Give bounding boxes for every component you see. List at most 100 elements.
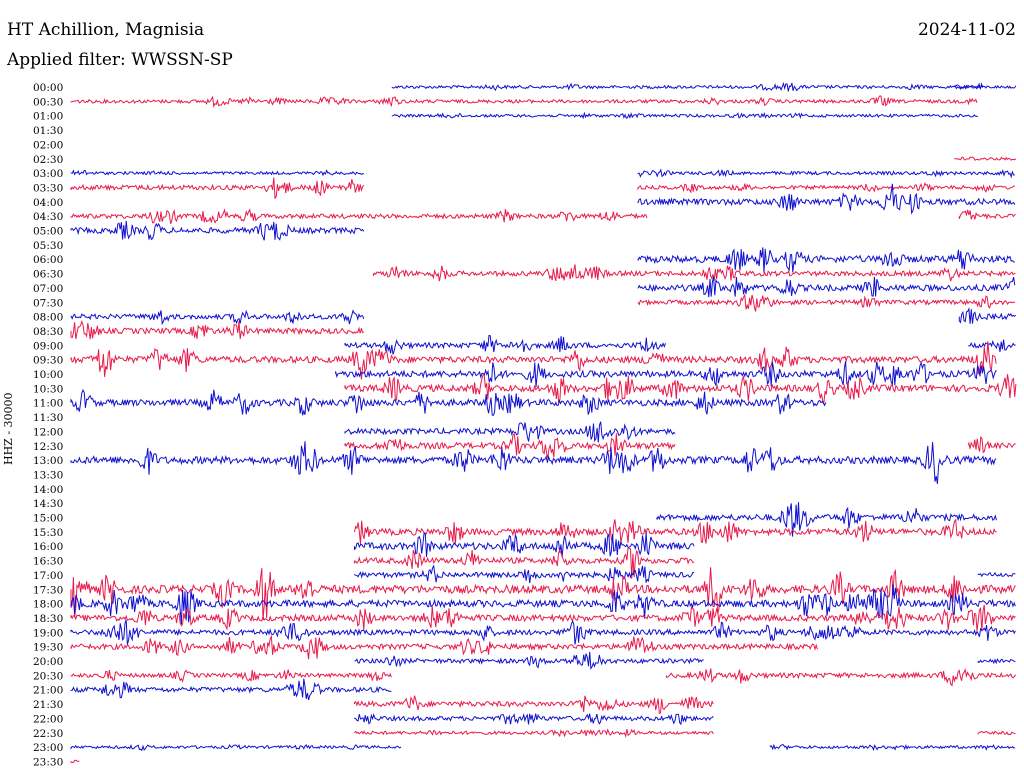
time-tick-label: 01:30 bbox=[33, 125, 63, 137]
seismic-trace-1200 bbox=[344, 421, 676, 443]
time-tick-label: 08:00 bbox=[33, 312, 63, 324]
seismic-trace-1630 bbox=[354, 546, 695, 579]
time-tick-label: 08:30 bbox=[33, 326, 63, 338]
time-tick-label: 22:30 bbox=[33, 728, 63, 740]
seismic-trace-1930 bbox=[70, 634, 818, 660]
time-tick-label: 03:00 bbox=[33, 168, 63, 180]
seismic-trace-2330 bbox=[70, 759, 80, 764]
time-tick-label: 03:30 bbox=[33, 182, 63, 194]
time-tick-label: 23:30 bbox=[33, 756, 63, 768]
seismic-trace-1730 bbox=[70, 567, 1016, 620]
seismic-trace-0630 bbox=[372, 264, 1016, 282]
time-tick-label: 22:00 bbox=[33, 713, 63, 725]
seismic-trace-1700 bbox=[977, 571, 1016, 578]
seismic-trace-2030 bbox=[70, 669, 392, 683]
time-tick-label: 00:00 bbox=[33, 82, 63, 94]
time-tick-label: 10:30 bbox=[33, 383, 63, 395]
seismic-trace-0430 bbox=[958, 209, 1016, 220]
seismic-trace-0900 bbox=[968, 339, 1016, 352]
time-tick-label: 15:30 bbox=[33, 527, 63, 539]
seismic-trace-0300 bbox=[70, 169, 364, 177]
time-tick-label: 00:30 bbox=[33, 96, 63, 108]
seismic-trace-1100 bbox=[70, 388, 827, 416]
seismic-trace-1230 bbox=[968, 435, 1016, 454]
time-tick-label: 16:00 bbox=[33, 541, 63, 553]
time-tick-label: 13:30 bbox=[33, 469, 63, 481]
seismic-trace-0900 bbox=[344, 334, 666, 355]
seismic-trace-0930 bbox=[70, 341, 997, 380]
seismic-trace-1500 bbox=[656, 502, 997, 537]
time-tick-label: 04:00 bbox=[33, 197, 63, 209]
seismic-trace-0000 bbox=[954, 84, 1017, 91]
seismic-trace-1530 bbox=[354, 518, 997, 545]
seismic-trace-1700 bbox=[354, 564, 695, 584]
time-tick-label: 02:00 bbox=[33, 139, 63, 151]
time-tick-label: 19:30 bbox=[33, 642, 63, 654]
seismic-trace-2300 bbox=[70, 744, 402, 752]
seismic-trace-0300 bbox=[637, 168, 1015, 179]
time-tick-label: 12:30 bbox=[33, 441, 63, 453]
seismic-trace-2000 bbox=[977, 658, 1016, 665]
time-tick-label: 17:00 bbox=[33, 570, 63, 582]
time-tick-label: 20:30 bbox=[33, 670, 63, 682]
time-tick-label: 09:00 bbox=[33, 340, 63, 352]
seismic-trace-0600 bbox=[637, 247, 1015, 273]
seismic-trace-2000 bbox=[354, 651, 704, 671]
time-tick-label: 15:00 bbox=[33, 513, 63, 525]
seismic-trace-0830 bbox=[70, 319, 365, 340]
seismic-trace-2230 bbox=[977, 730, 1016, 736]
seismic-trace-2130 bbox=[354, 695, 714, 715]
seismic-trace-2300 bbox=[769, 743, 1016, 752]
seismic-trace-0800 bbox=[70, 309, 365, 326]
seismic-trace-2100 bbox=[70, 678, 392, 701]
date-label: 2024-11-02 bbox=[917, 20, 1016, 40]
seismic-trace-1830 bbox=[70, 604, 1016, 632]
filter-label: Applied filter: WWSSN-SP bbox=[7, 50, 233, 70]
seismic-trace-1600 bbox=[354, 532, 695, 558]
time-tick-label: 07:00 bbox=[33, 283, 63, 295]
time-tick-label: 14:00 bbox=[33, 484, 63, 496]
time-tick-label: 04:30 bbox=[33, 211, 63, 223]
seismic-trace-0330 bbox=[637, 182, 1015, 194]
time-tick-label: 18:00 bbox=[33, 599, 63, 611]
seismic-trace-0000 bbox=[391, 81, 984, 92]
seismic-trace-0700 bbox=[637, 276, 1016, 298]
seismic-trace-0400 bbox=[637, 183, 1016, 215]
time-tick-label: 11:00 bbox=[33, 398, 63, 410]
time-tick-label: 05:00 bbox=[33, 226, 63, 238]
time-tick-label: 02:30 bbox=[33, 154, 63, 166]
time-tick-label: 21:00 bbox=[33, 685, 63, 697]
seismic-trace-2200 bbox=[354, 712, 714, 726]
seismic-trace-1030 bbox=[344, 374, 1017, 404]
time-tick-label: 06:30 bbox=[33, 269, 63, 281]
seismic-trace-2030 bbox=[665, 667, 1017, 687]
seismic-trace-2230 bbox=[354, 728, 714, 738]
seismic-trace-1000 bbox=[335, 361, 997, 388]
seismic-trace-0030 bbox=[70, 95, 978, 108]
time-tick-label: 17:30 bbox=[33, 584, 63, 596]
time-tick-label: 06:00 bbox=[33, 254, 63, 266]
seismic-trace-0430 bbox=[70, 208, 648, 224]
seismic-trace-1800 bbox=[70, 584, 1016, 625]
time-tick-label: 16:30 bbox=[33, 556, 63, 568]
seismic-trace-0730 bbox=[637, 293, 1016, 312]
time-tick-label: 09:30 bbox=[33, 355, 63, 367]
time-tick-label: 20:00 bbox=[33, 656, 63, 668]
time-tick-label: 19:00 bbox=[33, 627, 63, 639]
time-tick-label: 10:00 bbox=[33, 369, 63, 381]
time-tick-label: 23:00 bbox=[33, 742, 63, 754]
seismic-trace-1230 bbox=[344, 432, 676, 459]
seismic-trace-0330 bbox=[70, 177, 365, 200]
time-tick-label: 13:00 bbox=[33, 455, 63, 467]
time-tick-label: 11:30 bbox=[33, 412, 63, 424]
time-tick-label: 05:30 bbox=[33, 240, 63, 252]
seismic-trace-0100 bbox=[391, 111, 979, 120]
time-tick-label: 18:30 bbox=[33, 613, 63, 625]
time-tick-label: 21:30 bbox=[33, 699, 63, 711]
time-tick-label: 12:00 bbox=[33, 426, 63, 438]
seismic-trace-0230 bbox=[954, 156, 1017, 161]
seismic-trace-1300 bbox=[70, 441, 997, 484]
seismic-trace-0500 bbox=[70, 220, 365, 241]
seismic-trace-1900 bbox=[70, 619, 1016, 645]
